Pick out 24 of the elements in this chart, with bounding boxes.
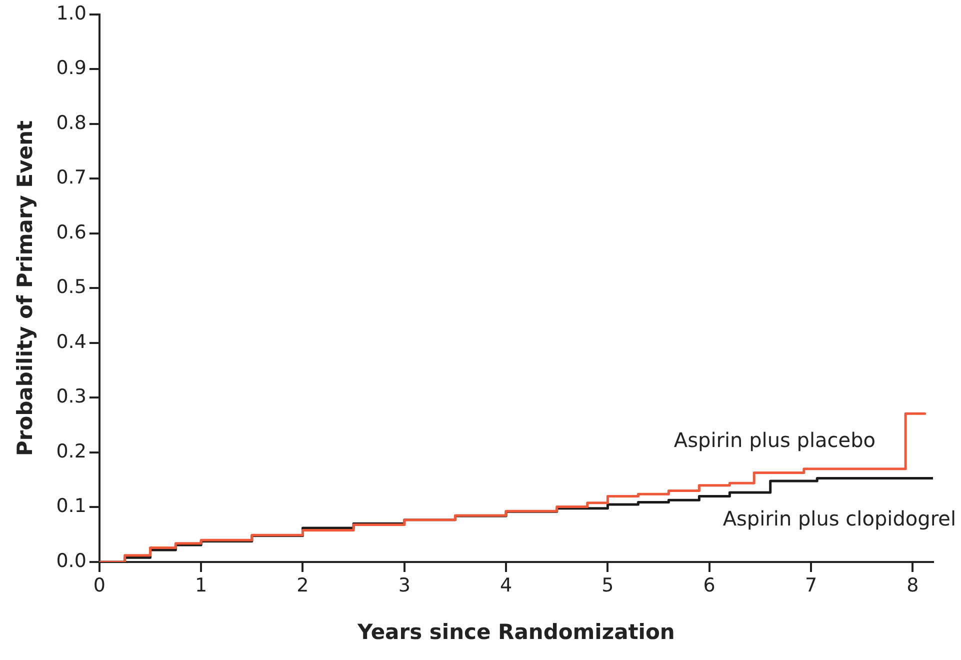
- x-tick-label: 3: [398, 574, 410, 596]
- y-tick-label: 1.0: [56, 2, 86, 24]
- y-tick-label: 0.6: [56, 221, 86, 244]
- x-tick-label: 2: [296, 574, 309, 596]
- x-tick-label: 0: [93, 574, 106, 596]
- x-tick-label: 8: [906, 574, 919, 596]
- y-tick-label: 0.1: [56, 495, 86, 518]
- y-tick-label: 0.8: [56, 112, 86, 134]
- y-tick-label: 0.9: [56, 57, 86, 80]
- y-tick-label: 0.2: [56, 440, 86, 462]
- y-tick-label: 0.5: [56, 276, 86, 298]
- y-tick-label: 0.0: [56, 550, 86, 572]
- series-label: Aspirin plus clopidogrel: [722, 506, 956, 530]
- x-tick-label: 1: [195, 574, 208, 596]
- y-tick-label: 0.4: [56, 330, 86, 353]
- series-label: Aspirin plus placebo: [674, 428, 876, 452]
- y-tick-label: 0.7: [56, 166, 86, 189]
- x-tick-label: 6: [703, 574, 716, 596]
- x-axis-title: Years since Randomization: [356, 620, 675, 644]
- x-tick-label: 5: [602, 574, 614, 596]
- y-tick-label: 0.3: [56, 386, 86, 408]
- x-tick-label: 7: [804, 574, 818, 596]
- x-tick-label: 4: [500, 574, 512, 596]
- y-axis-title: Probability of Primary Event: [13, 120, 38, 456]
